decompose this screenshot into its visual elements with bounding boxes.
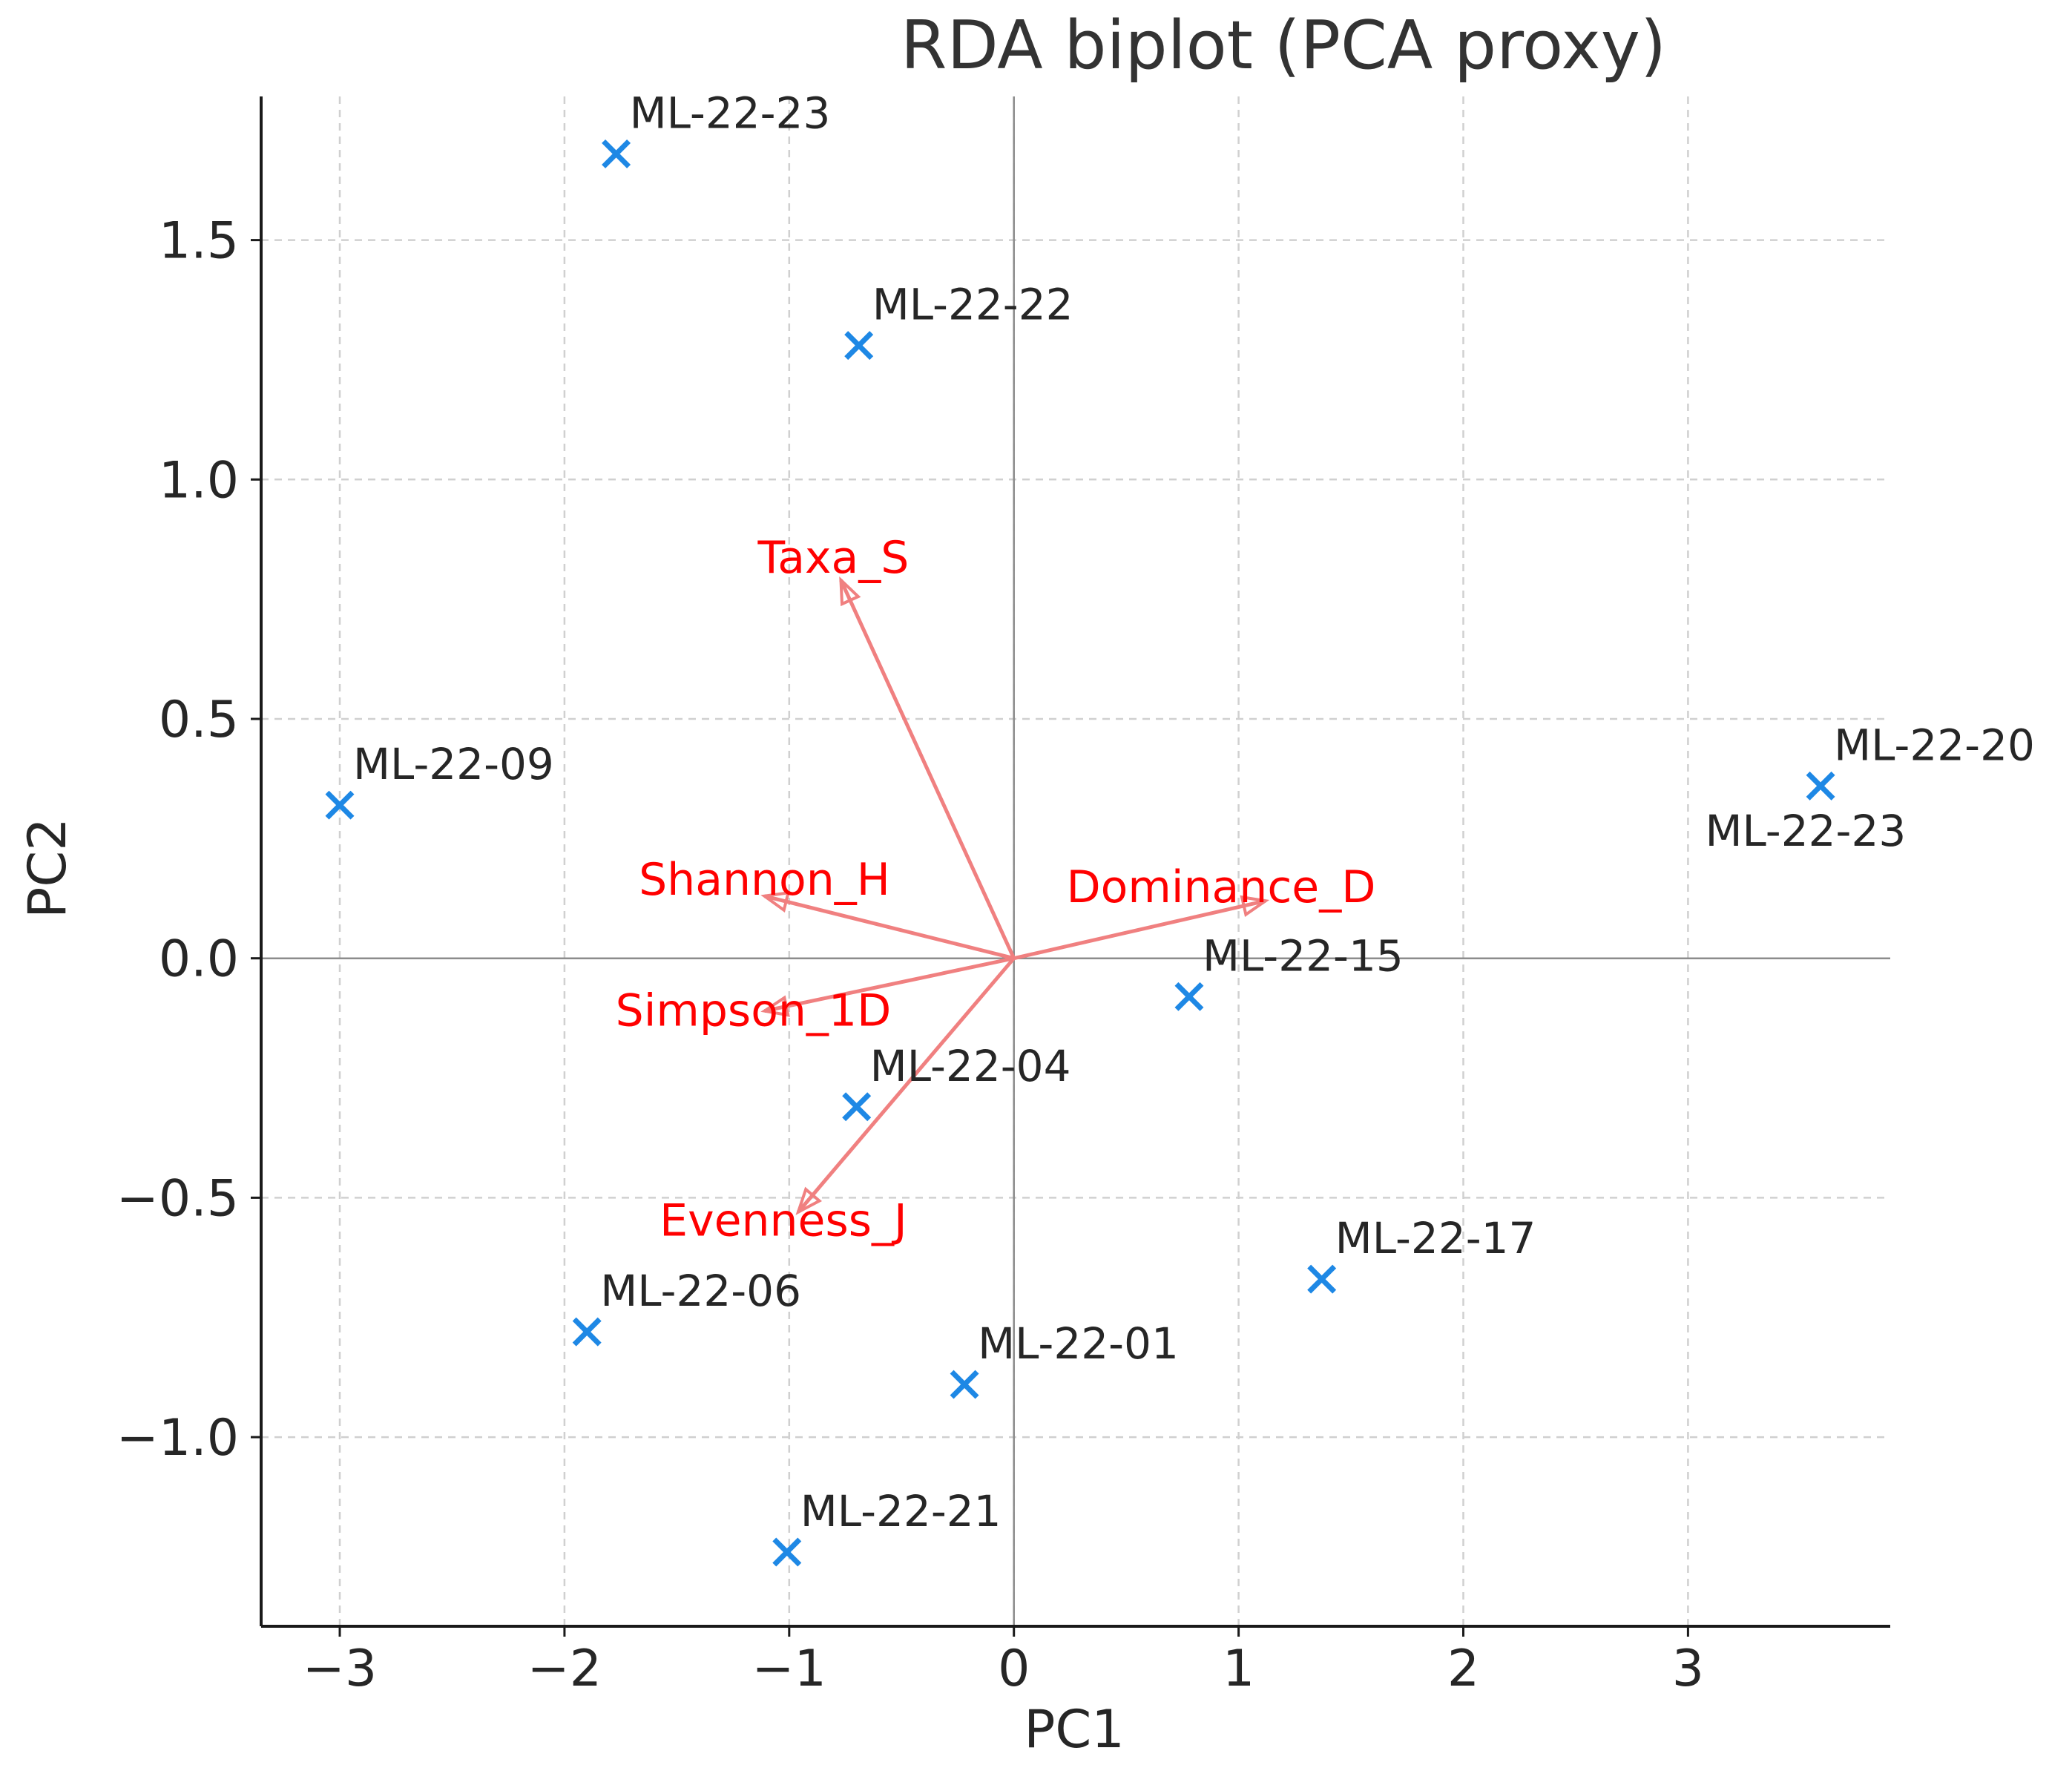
sample-points: ML-22-23 ML-22-22 ML-22-09 ML-22-20 ML-22-15… xyxy=(325,88,2035,1567)
point-label: ML-22-17 xyxy=(1335,1213,1536,1263)
x-tick-label: −1 xyxy=(752,1640,826,1698)
chart-title: RDA biplot (PCA proxy) xyxy=(901,7,1666,85)
vector-label-shannon-h: Shannon_H xyxy=(639,854,890,906)
vector-taxa-s-arrowhead xyxy=(839,576,861,607)
vector-taxa-s-arrow xyxy=(839,579,1016,959)
x-tick-label: 0 xyxy=(998,1640,1030,1698)
vector-simpson-1d-arrowhead xyxy=(760,995,790,1017)
vector-shannon-h-arrow xyxy=(763,894,1015,961)
point-label: ML-22-23 xyxy=(630,88,831,138)
data-point-ml-22-09 xyxy=(325,790,355,820)
point-label: ML-22-04 xyxy=(870,1041,1071,1091)
vector-label-dominance-d: Dominance_D xyxy=(1066,861,1375,913)
point-label: ML-22-15 xyxy=(1203,930,1404,981)
x-tick-label: 2 xyxy=(1447,1640,1479,1698)
point-label: ML-22-01 xyxy=(978,1318,1179,1369)
point-label: ML-22-22 xyxy=(872,280,1073,330)
point-label: ML-22-09 xyxy=(353,739,554,789)
data-point-ml-22-01 xyxy=(950,1370,979,1399)
vector-dominance-d-arrow xyxy=(1013,898,1266,961)
y-tick-label: 1.5 xyxy=(159,212,239,271)
vector-label-taxa-s: Taxa_S xyxy=(757,532,910,584)
point-label: ML-22-21 xyxy=(800,1486,1002,1536)
point-label: ML-22-06 xyxy=(600,1266,801,1316)
vector-evenness-j-arrowhead xyxy=(795,1186,823,1215)
x-tick-label: −3 xyxy=(303,1640,377,1698)
data-point-ml-22-04 xyxy=(842,1092,872,1122)
y-axis-title: PC2 xyxy=(17,818,78,918)
vector-evenness-j-arrow xyxy=(797,957,1016,1214)
y-tick-label: 0.5 xyxy=(159,691,239,749)
point-label: ML-22-20 xyxy=(1834,720,2035,770)
vector-simpson-1d-arrow xyxy=(763,956,1015,1013)
y-tick-label: −0.5 xyxy=(116,1169,239,1228)
vector-shannon-h-arrowhead xyxy=(760,891,791,913)
axes: −3 −2 −1 0 1 2 3 −1.0 −0.5 0.0 0.5 1.0 1.5 xyxy=(116,96,1890,1698)
vector-dominance-d-arrowhead xyxy=(1240,895,1270,917)
data-point-ml-22-23 xyxy=(602,139,631,168)
zero-reference-lines xyxy=(261,96,1890,1626)
y-tick-label: 1.0 xyxy=(159,451,239,510)
vector-label-simpson-1d: Simpson_1D xyxy=(616,985,892,1037)
loading-vectors: Taxa_S Shannon_H Dominance_D Simpson_1D Even… xyxy=(616,532,1376,1247)
x-axis-title: PC1 xyxy=(1024,1699,1125,1760)
data-point-ml-22-21 xyxy=(772,1537,802,1567)
x-tick-label: 3 xyxy=(1672,1640,1704,1698)
data-point-ml-22-06 xyxy=(572,1317,602,1347)
point-label-extra: ML-22-23 xyxy=(1705,806,1906,856)
data-point-ml-22-17 xyxy=(1307,1264,1337,1294)
y-tick-label: 0.0 xyxy=(159,930,239,989)
data-point-ml-22-20 xyxy=(1806,771,1835,801)
data-point-ml-22-15 xyxy=(1174,982,1204,1011)
y-tick-label: −1.0 xyxy=(116,1409,239,1467)
vector-label-evenness-j: Evenness_J xyxy=(660,1195,907,1247)
x-tick-label: −2 xyxy=(527,1640,602,1698)
x-tick-label: 1 xyxy=(1223,1640,1254,1698)
data-point-ml-22-22 xyxy=(844,331,874,361)
